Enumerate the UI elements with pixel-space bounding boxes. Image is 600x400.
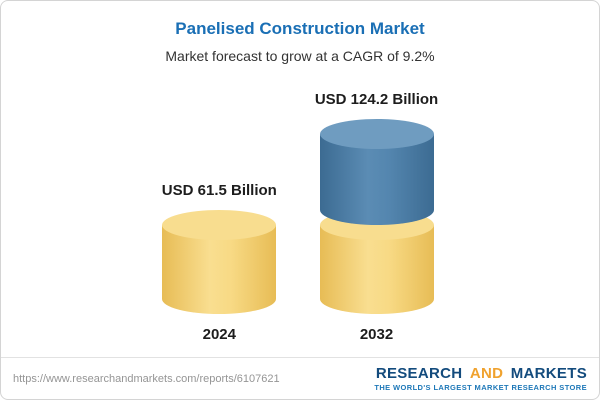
bar-2032: USD 124.2 Billion 2032	[315, 91, 438, 343]
value-label-2024: USD 61.5 Billion	[161, 182, 277, 199]
cylinder-top-2032	[319, 119, 434, 149]
segment-2032-base	[319, 210, 434, 314]
cylinder-2032	[319, 119, 434, 314]
report-url-link[interactable]: https://www.researchandmarkets.com/repor…	[13, 372, 280, 385]
chart-subtitle: Market forecast to grow at a CAGR of 9.2…	[165, 48, 435, 64]
year-label-2024: 2024	[202, 326, 236, 343]
logo-tagline: THE WORLD'S LARGEST MARKET RESEARCH STOR…	[374, 382, 587, 392]
logo-word-markets: MARKETS	[510, 364, 587, 382]
logo-wordmark: RESEARCH AND MARKETS	[374, 365, 587, 382]
value-label-2032: USD 124.2 Billion	[314, 91, 439, 108]
cylinder-2024	[162, 210, 277, 314]
cylinder-top-2024	[162, 210, 277, 240]
year-label-2032: 2032	[359, 326, 394, 343]
chart-header: Panelised Construction Market Market for…	[1, 1, 599, 64]
bar-2024: USD 61.5 Billion 2024	[162, 182, 277, 343]
bar-chart: USD 61.5 Billion 2024 USD 124.2 Billion …	[1, 64, 599, 357]
segment-2032-growth	[319, 119, 434, 225]
research-and-markets-logo: RESEARCH AND MARKETS THE WORLD'S LARGEST…	[374, 365, 587, 393]
logo-word-research: RESEARCH	[375, 364, 463, 382]
logo-word-and: AND	[469, 364, 504, 382]
footer: https://www.researchandmarkets.com/repor…	[1, 357, 599, 399]
chart-title: Panelised Construction Market	[175, 19, 425, 38]
segment-2024-base	[162, 210, 277, 314]
